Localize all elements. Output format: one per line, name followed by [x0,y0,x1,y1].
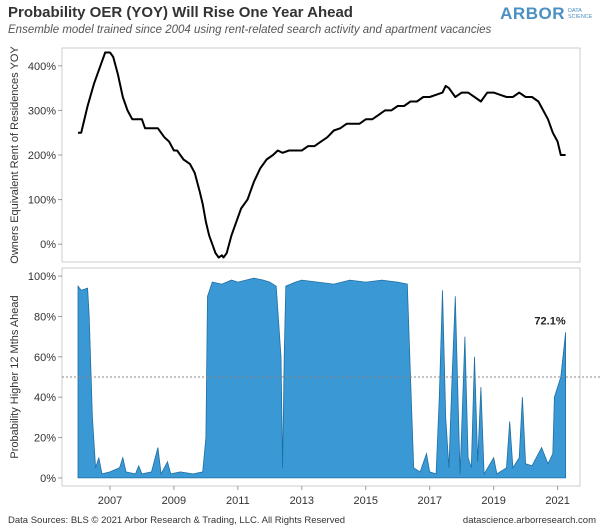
footer-website: datascience.arborresearch.com [462,515,596,526]
chart-title: Probability OER (YOY) Will Rise One Year… [8,4,353,21]
chart-subtitle: Ensemble model trained since 2004 using … [8,24,492,36]
x-tick-label: 2009 [162,495,186,507]
footer-sources: Data Sources: BLS © 2021 Arbor Research … [8,515,346,526]
y-tick-label: 300% [28,105,56,117]
y-tick-label: 400% [28,61,56,73]
y-tick-label: 200% [28,150,56,162]
x-tick-label: 2019 [481,495,505,507]
logo-text: ARBOR [500,4,565,23]
x-tick-label: 2013 [290,495,314,507]
panel-1-frame [61,47,581,263]
x-tick-label: 2011 [226,495,250,507]
x-tick-label: 2007 [98,495,122,507]
y-axis-label: Owners Equivalent Rent of Residences YOY [9,46,21,264]
x-tick-label: 2021 [545,495,569,507]
arbor-logo: ARBOR DATA SCIENCE [500,4,596,24]
y-tick-label: 40% [34,392,56,404]
probability-area [77,277,566,479]
y-tick-label: 0% [40,473,56,485]
y-tick-label: 0% [40,239,56,251]
logo-subtext: DATA SCIENCE [568,8,593,20]
y-tick-label: 80% [34,311,56,323]
y-tick-label: 20% [34,433,56,445]
y-axis-label: Probability Higher 12 Mths Ahead [9,295,21,458]
y-tick-label: 100% [28,195,56,207]
last-value-annotation: 72.1% [534,315,565,327]
y-tick-label: 60% [34,352,56,364]
x-tick-label: 2015 [354,495,378,507]
x-tick-label: 2017 [417,495,441,507]
oer-yoy-line [78,51,566,259]
y-tick-label: 100% [28,271,56,283]
